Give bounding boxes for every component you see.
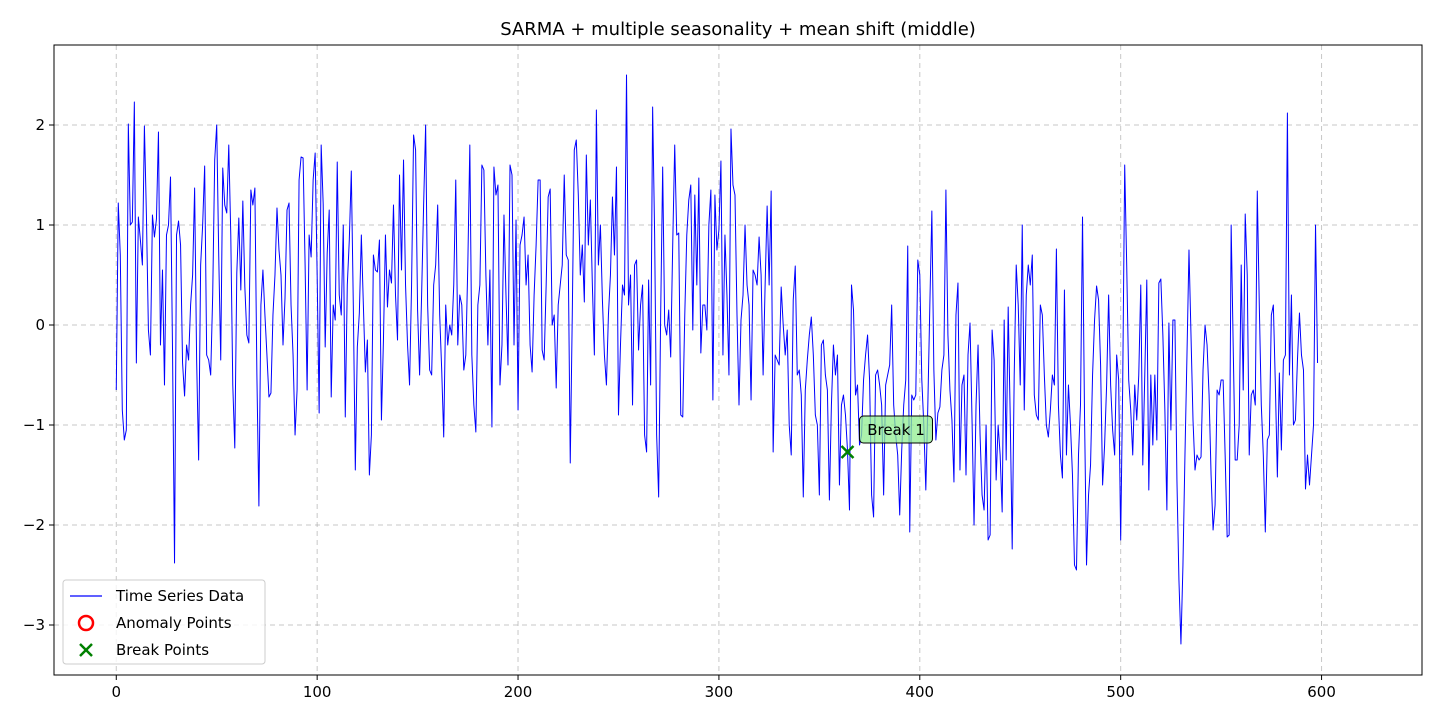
annotation-label: Break 1: [867, 421, 925, 439]
break-markers: [840, 445, 855, 459]
y-tick-label: 1: [35, 216, 45, 234]
chart-title: SARMA + multiple seasonality + mean shif…: [500, 19, 976, 40]
x-tick-label: 0: [111, 683, 121, 701]
legend-box: [62, 579, 266, 665]
plot-frame: [53, 44, 1423, 676]
axes: 0 100 200 300 400 500 600 −3 −2 −1 0 1 2: [23, 116, 1336, 701]
legend-break-marker-icon: [79, 643, 93, 657]
plot-area: [115, 74, 1319, 645]
series-line-time-series: [115, 74, 1319, 645]
x-tick-label: 600: [1307, 683, 1336, 701]
y-tick-label: 0: [35, 316, 45, 334]
annotation-box: [858, 415, 933, 444]
y-tick-label: −3: [23, 616, 45, 634]
legend-label-anomaly: Anomaly Points: [116, 614, 232, 632]
legend-label-series: Time Series Data: [115, 587, 244, 605]
legend-label-break: Break Points: [116, 641, 209, 659]
x-tick-label: 200: [504, 683, 533, 701]
x-tick-label: 400: [905, 683, 934, 701]
y-tick-label: −2: [23, 516, 45, 534]
y-tick-label: 2: [35, 116, 45, 134]
legend: Time Series Data Anomaly Points Break Po…: [62, 579, 266, 665]
x-tick-label: 300: [705, 683, 734, 701]
y-tick-label: −1: [23, 416, 45, 434]
break-point-marker: [840, 445, 855, 459]
x-tick-label: 500: [1106, 683, 1135, 701]
x-tick-label: 100: [303, 683, 332, 701]
annotations: Break 1: [858, 415, 933, 444]
legend-anomaly-marker-icon: [77, 614, 95, 632]
